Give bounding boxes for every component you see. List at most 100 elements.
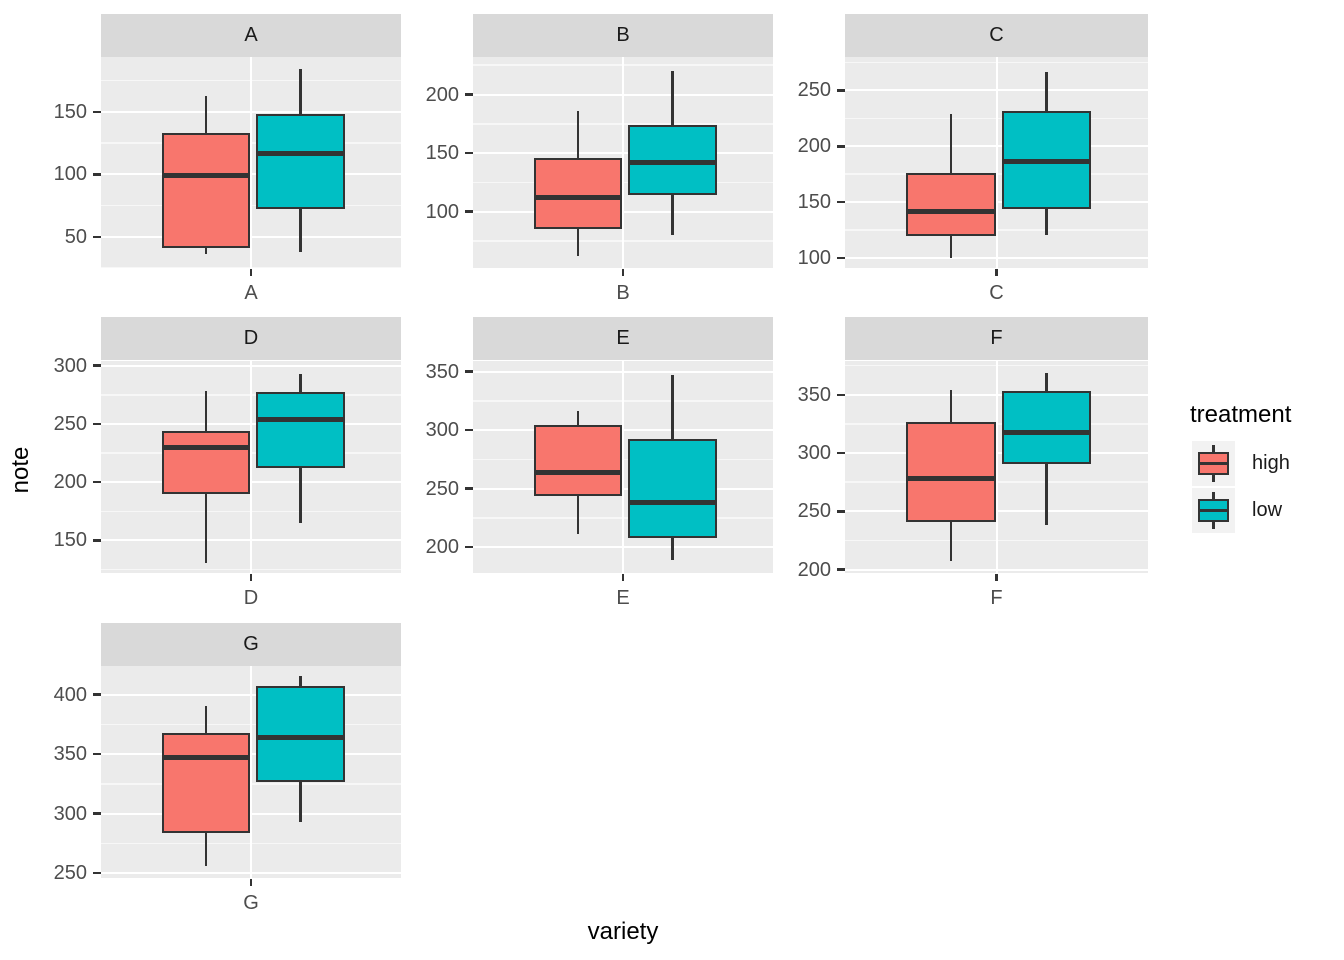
- y-tick-mark: [93, 693, 101, 696]
- legend-title: treatment: [1190, 401, 1292, 428]
- y-tick-mark: [93, 235, 101, 239]
- x-tick-mark: [621, 574, 625, 581]
- facet-strip-label: C: [989, 24, 1004, 46]
- whisker-lower: [299, 781, 302, 822]
- x-tick-label: E: [616, 587, 630, 609]
- y-tick-label: 200: [797, 135, 831, 158]
- facet-strip-label: G: [243, 633, 259, 655]
- whisker-upper: [1045, 372, 1048, 392]
- iqr-box: [161, 133, 251, 249]
- whisker-upper: [671, 71, 674, 125]
- iqr-box: [1001, 391, 1092, 464]
- whisker-upper: [576, 411, 580, 426]
- y-tick-label: 300: [797, 442, 831, 465]
- whisker-lower: [1045, 463, 1048, 526]
- y-tick-mark: [465, 151, 473, 155]
- whisker-lower: [1045, 208, 1048, 235]
- y-tick-label: 150: [797, 191, 831, 214]
- x-tick-mark: [995, 269, 998, 276]
- facet-strip-label: F: [990, 327, 1003, 349]
- y-tick-label: 250: [797, 79, 831, 102]
- facet-strip-A: A: [101, 14, 401, 57]
- y-tick-mark: [837, 89, 845, 92]
- y-tick-label: 350: [53, 743, 87, 766]
- y-tick-label: 300: [53, 354, 87, 377]
- iqr-box: [256, 686, 345, 782]
- y-tick-label: 300: [425, 419, 459, 442]
- x-tick-mark: [995, 574, 998, 581]
- whisker-lower: [204, 248, 208, 255]
- y-tick-label: 250: [53, 862, 87, 885]
- iqr-box: [256, 392, 345, 469]
- y-tick-label: 300: [53, 802, 87, 825]
- whisker-upper: [949, 113, 953, 174]
- y-tick-mark: [93, 480, 101, 484]
- y-tick-mark: [837, 200, 845, 204]
- iqr-box: [256, 114, 345, 210]
- y-tick-label: 200: [797, 558, 831, 581]
- whisker-upper: [576, 110, 580, 158]
- y-tick-mark: [465, 370, 473, 373]
- facet-strip-C: C: [845, 14, 1148, 57]
- x-tick-label: F: [990, 587, 1003, 609]
- facet-strip-G: G: [101, 623, 401, 666]
- y-tick-mark: [837, 451, 845, 455]
- median-line: [256, 734, 345, 740]
- median-line: [533, 195, 623, 201]
- whisker-upper: [299, 675, 302, 687]
- legend-key-low-icon: [1192, 488, 1235, 533]
- y-tick-mark: [93, 812, 101, 815]
- median-line: [906, 208, 996, 214]
- gridline-x-major: [250, 666, 252, 878]
- y-tick-mark: [93, 110, 101, 114]
- whisker-upper: [204, 95, 208, 134]
- median-line: [533, 469, 623, 475]
- whisker-lower: [576, 495, 580, 535]
- whisker-upper: [1045, 71, 1048, 111]
- gridline-x-major: [622, 361, 624, 573]
- gridline-x-major: [995, 57, 998, 268]
- whisker-lower: [299, 209, 302, 252]
- facet-panel-E: [473, 361, 773, 573]
- x-axis-title: variety: [587, 918, 659, 945]
- gridline-x-major: [995, 361, 998, 573]
- whisker-upper: [204, 706, 208, 733]
- gridline-x-major: [622, 57, 624, 268]
- y-tick-mark: [93, 871, 101, 875]
- facet-panel-C: [845, 57, 1148, 268]
- y-tick-mark: [837, 145, 845, 148]
- iqr-box: [533, 425, 623, 496]
- x-tick-label: D: [243, 587, 259, 609]
- facet-panel-D: [101, 361, 401, 573]
- facet-panel-B: [473, 57, 773, 268]
- y-tick-mark: [837, 256, 845, 260]
- y-tick-label: 250: [425, 477, 459, 500]
- facet-panel-A: [101, 57, 401, 268]
- y-tick-label: 250: [53, 412, 87, 435]
- whisker-lower: [949, 521, 953, 562]
- median-line: [161, 444, 251, 450]
- x-tick-mark: [249, 574, 253, 581]
- iqr-box: [906, 421, 996, 522]
- median-line: [161, 755, 251, 761]
- y-tick-label: 200: [425, 83, 459, 106]
- gridline-x-major: [250, 361, 252, 573]
- whisker-upper: [949, 390, 953, 422]
- x-tick-label: C: [989, 282, 1004, 304]
- facet-strip-F: F: [845, 317, 1148, 360]
- gridline-x-major: [250, 57, 252, 268]
- facet-strip-label: B: [616, 24, 630, 46]
- legend-label-high: high: [1252, 452, 1290, 474]
- facet-strip-label: A: [244, 24, 258, 46]
- y-tick-mark: [837, 568, 845, 571]
- y-tick-label: 100: [425, 200, 459, 223]
- y-tick-mark: [465, 487, 473, 490]
- iqr-box: [906, 173, 996, 236]
- whisker-upper: [299, 69, 302, 115]
- y-tick-label: 400: [53, 683, 87, 706]
- y-tick-label: 100: [53, 163, 87, 186]
- facet-strip-label: E: [616, 327, 630, 349]
- whisker-lower: [299, 468, 302, 523]
- iqr-box: [533, 157, 623, 230]
- y-tick-label: 150: [53, 100, 87, 123]
